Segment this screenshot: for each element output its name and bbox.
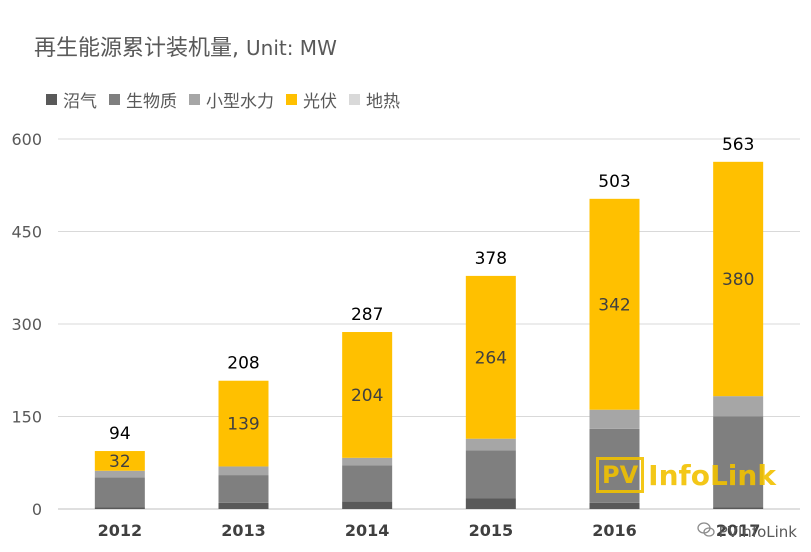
x-tick-label-2013: 2013 (221, 521, 266, 540)
bar-solar-2016 (589, 198, 640, 410)
y-tick-label: 600 (11, 130, 42, 149)
legend-label-hydro: 小型水力 (206, 92, 274, 112)
legend-label-biogas: 沼气 (63, 92, 97, 112)
bar-hydro-2015 (465, 438, 516, 451)
credit-text: PVInfoLink (718, 523, 797, 541)
bar-solar-2017 (713, 161, 764, 397)
bar-biogas-2016 (589, 502, 640, 509)
source-credit: PVInfoLink (696, 522, 797, 542)
legend-item-hydro: 小型水力 (189, 87, 274, 112)
legend-swatch-biomass (109, 94, 120, 105)
infolink-watermark: PV InfoLink (596, 457, 776, 493)
total-label-2012: 94 (109, 424, 131, 444)
wechat-icon (696, 522, 715, 542)
bar-biomass-2017 (713, 416, 764, 508)
bar-solar-2014 (342, 332, 393, 458)
watermark-text: InfoLink (648, 458, 776, 492)
bar-solar-2015 (465, 275, 516, 439)
bar-solar-2013 (218, 380, 269, 467)
bar-biogas-2017 (713, 507, 764, 509)
bar-biomass-2014 (342, 465, 393, 502)
x-tick-label-2014: 2014 (345, 521, 390, 540)
chart-unit: Unit: MW (246, 36, 337, 60)
bar-biogas-2015 (465, 498, 516, 509)
solar-value-label-2017: 380 (722, 270, 754, 290)
bar-biogas-2014 (342, 501, 393, 509)
solar-value-label-2014: 204 (351, 386, 383, 406)
total-label-2017: 563 (722, 135, 754, 155)
bar-biogas-2013 (218, 502, 269, 509)
legend-label-biomass: 生物质 (126, 92, 177, 112)
legend-item-solar: 光伏 (286, 87, 337, 112)
total-label-2016: 503 (598, 172, 630, 192)
legend-item-geothermal: 地热 (349, 87, 400, 112)
x-tick-label-2016: 2016 (592, 521, 637, 540)
chart-title-text: 再生能源累计装机量, (34, 36, 239, 61)
total-label-2014: 287 (351, 305, 383, 325)
legend-swatch-solar (286, 94, 297, 105)
chart-title: 再生能源累计装机量, Unit: MW (34, 30, 337, 62)
legend-swatch-biogas (46, 94, 57, 105)
x-tick-label-2012: 2012 (98, 521, 143, 540)
watermark-logo-box: PV (596, 457, 645, 493)
total-label-2015: 378 (475, 249, 507, 269)
y-tick-label: 0 (32, 500, 42, 519)
legend-item-biogas: 沼气 (46, 87, 97, 112)
legend-label-solar: 光伏 (303, 92, 337, 112)
bar-hydro-2012 (94, 470, 145, 478)
bar-biomass-2015 (465, 450, 516, 499)
legend-swatch-geothermal (349, 94, 360, 105)
solar-value-label-2012: 32 (109, 452, 131, 472)
solar-value-label-2015: 264 (475, 348, 507, 368)
bar-solar-2012 (94, 451, 145, 471)
y-tick-label: 300 (11, 315, 42, 334)
bar-hydro-2017 (713, 396, 764, 417)
bar-hydro-2014 (342, 457, 393, 466)
bar-hydro-2016 (589, 409, 640, 429)
bar-hydro-2013 (218, 466, 269, 476)
bar-biogas-2012 (94, 507, 145, 509)
total-label-2013: 208 (227, 354, 259, 374)
legend-item-biomass: 生物质 (109, 87, 177, 112)
solar-value-label-2013: 139 (227, 415, 259, 435)
chart-legend: 沼气 生物质 小型水力 光伏 地热 (46, 87, 400, 112)
y-tick-label: 450 (11, 223, 42, 242)
legend-swatch-hydro (189, 94, 200, 105)
y-tick-label: 150 (11, 408, 42, 427)
x-tick-label-2015: 2015 (469, 521, 514, 540)
bar-biomass-2012 (94, 477, 145, 508)
legend-label-geothermal: 地热 (366, 92, 400, 112)
solar-value-label-2016: 342 (598, 295, 630, 315)
bar-biomass-2013 (218, 475, 269, 503)
x-tick-label-2017: 2017 (716, 521, 761, 540)
